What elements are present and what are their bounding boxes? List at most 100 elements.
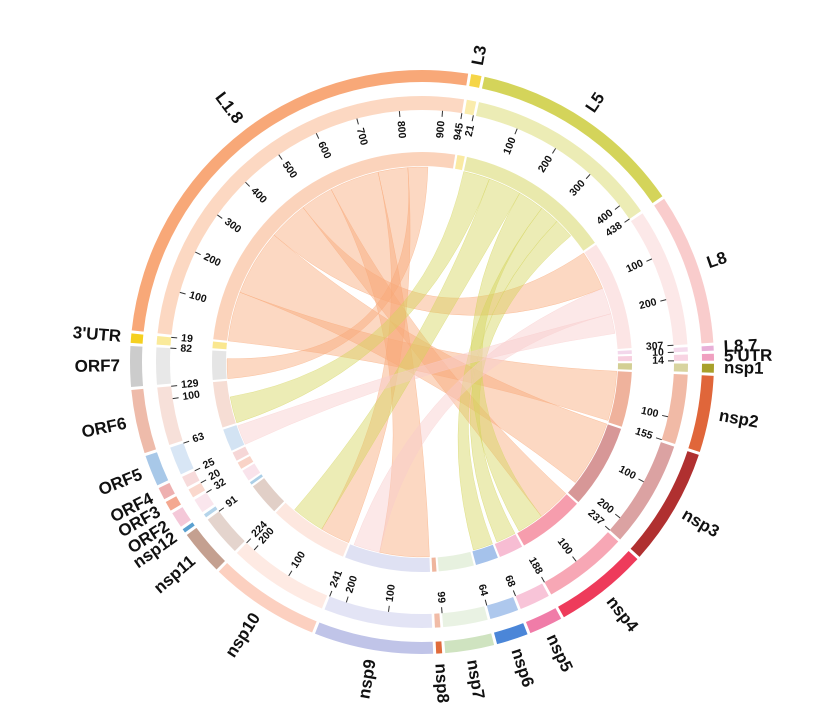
tick-mark	[171, 336, 178, 339]
segment-inner-band	[455, 155, 465, 171]
segment-tick-band	[156, 335, 172, 346]
segment-arc	[701, 345, 714, 352]
segment-label: nsp6	[507, 646, 537, 690]
segment-arc	[130, 333, 144, 344]
segment-tick-band	[442, 606, 488, 628]
chord	[302, 189, 567, 517]
tick-label: 14	[652, 355, 664, 367]
tick-label: 307	[646, 340, 664, 353]
segment-label: L3	[468, 44, 490, 67]
segment-arc	[172, 507, 191, 527]
tick-mark	[614, 205, 621, 210]
segment-label: nsp2	[718, 406, 760, 432]
segment-inner-band	[275, 502, 349, 557]
segment-label: nsp5	[543, 631, 577, 675]
tick-label: 100	[501, 135, 519, 156]
tick-mark	[541, 576, 545, 583]
segment-arc	[145, 452, 169, 486]
segment-inner-band	[242, 463, 261, 481]
chord	[229, 171, 490, 424]
segment-arc	[469, 74, 482, 88]
tick-label: 200	[638, 296, 658, 312]
segment-tick-band	[236, 542, 328, 609]
chord	[239, 234, 608, 483]
chords	[226, 166, 618, 558]
chord	[353, 288, 612, 553]
tick-label: 155	[634, 425, 655, 442]
tick-label: 400	[248, 185, 269, 206]
tick-label: 100	[640, 405, 660, 421]
tick-label: 300	[567, 177, 588, 198]
tick-mark	[398, 110, 401, 118]
tick-label: 800	[395, 120, 409, 139]
chord	[469, 220, 572, 543]
tick-label: 900	[434, 120, 447, 139]
segment-label: nsp7	[463, 658, 488, 700]
segment-arc	[630, 451, 699, 557]
segment-arc	[131, 388, 156, 454]
tick-label: 68	[502, 574, 518, 589]
segment-tick-band	[673, 363, 688, 372]
tick-mark	[288, 570, 293, 577]
segment-arc	[525, 608, 562, 634]
segment-tick-band	[609, 442, 675, 540]
segment-arc	[158, 482, 175, 500]
tick-mark	[278, 154, 283, 160]
segment-inner-band	[232, 446, 250, 461]
segment-tick-band	[673, 354, 688, 361]
tick-label: 200	[536, 153, 556, 174]
tick-mark	[484, 599, 488, 606]
tick-label: 100	[624, 257, 645, 275]
tick-mark	[194, 467, 201, 472]
tick-mark	[552, 148, 557, 154]
segment-inner-band	[617, 350, 632, 355]
segment-label: L5	[582, 89, 609, 116]
segment-arc	[218, 563, 317, 633]
tick-label: 20	[207, 467, 223, 483]
segment-arc	[444, 633, 495, 654]
tick-mark	[660, 299, 667, 302]
segment-inner-band	[252, 478, 285, 512]
segment-inner-band	[431, 557, 437, 572]
tick-mark	[638, 478, 644, 483]
tick-mark	[646, 258, 653, 262]
tick-mark	[585, 173, 591, 180]
tick-label: 945	[451, 122, 466, 141]
tick-mark	[315, 133, 320, 139]
tick-label: 300	[222, 216, 243, 236]
segment-arc	[701, 353, 714, 361]
tick-label: 100	[289, 549, 309, 570]
segment-tick-band	[188, 482, 206, 498]
tick-label: 64	[476, 583, 491, 598]
segment-inner-band	[213, 152, 456, 341]
segment-inner-band	[212, 380, 236, 428]
tick-label: 25	[201, 456, 217, 472]
segment-inner-band	[463, 156, 595, 251]
segment-inner-band	[517, 494, 577, 546]
segment-label: nsp1	[724, 358, 764, 378]
segment-label: nsp8	[431, 663, 452, 704]
tick-mark	[356, 118, 359, 125]
segment-label: 3'UTR	[72, 323, 122, 346]
tick-mark	[662, 414, 669, 418]
chord	[330, 171, 430, 558]
segment-label: 5'UTR	[724, 346, 773, 366]
tick-label: 100	[188, 289, 208, 305]
tick-mark	[572, 556, 577, 562]
tick-mark	[329, 590, 333, 597]
tick-mark	[460, 113, 463, 120]
segment-arc	[314, 622, 434, 654]
tick-mark	[183, 440, 190, 444]
segment-label: ORF6	[80, 414, 128, 442]
segment-tick-band	[486, 596, 519, 620]
tick-label: 241	[328, 568, 346, 589]
segment-arc	[481, 76, 663, 204]
segment-inner-band	[617, 363, 632, 370]
segment-arc	[435, 641, 443, 654]
segment-tick-band	[661, 373, 688, 444]
segment-tick-band	[324, 596, 433, 628]
segment-tick-band	[475, 102, 641, 219]
segment-label: nsp9	[354, 658, 379, 700]
segment-arc	[688, 375, 714, 453]
